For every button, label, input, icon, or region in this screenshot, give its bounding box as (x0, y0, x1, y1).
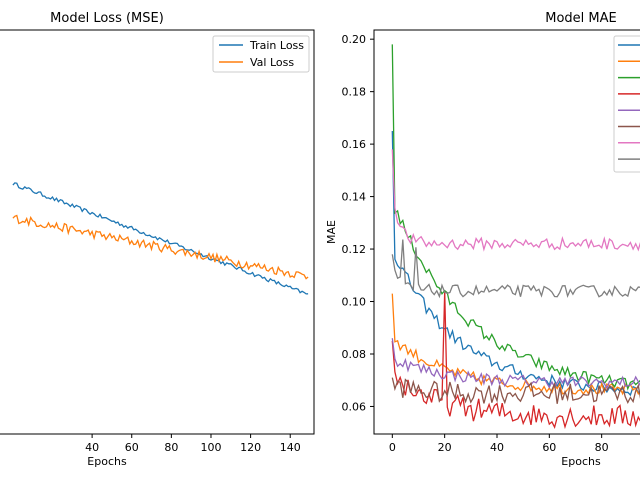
mae-y-tick-label: 0.18 (342, 86, 367, 99)
mae-y-label: MAE (325, 220, 338, 244)
mae-y-ticks: 0.06 0.08 0.10 0.12 0.14 0.16 0.18 0.20 (342, 33, 374, 413)
mae-lines (391, 44, 640, 430)
mae-x-label: Epochs (561, 455, 601, 468)
mae-y-tick-label: 0.14 (342, 191, 367, 204)
loss-chart-title: Model Loss (MSE) (50, 11, 164, 26)
mae-series-7 (391, 149, 640, 252)
mae-series-3 (391, 44, 640, 391)
mae-chart-title: Model MAE (545, 11, 617, 26)
mae-legend-box (613, 35, 640, 173)
mae-y-tick-label: 0.08 (342, 348, 367, 361)
mae-y-tick-label: 0.16 (342, 138, 367, 151)
mae-x-tick-label: 80 (595, 441, 609, 454)
loss-x-tick-label: 100 (200, 441, 221, 454)
loss-series-train (12, 182, 309, 295)
loss-chart: Model Loss (MSE) 40 60 80 100 120 140 Epochs … (0, 11, 315, 468)
loss-x-tick-label: 140 (280, 441, 301, 454)
mae-chart: Model MAE 0 20 40 60 80 0.06 0.08 0.10 0.12 0.14… (325, 11, 640, 468)
loss-x-label: Epochs (87, 455, 127, 468)
mae-series-6 (391, 377, 640, 405)
mae-x-tick-label: 60 (542, 441, 556, 454)
mae-series-2 (391, 293, 640, 396)
mae-x-tick-label: 40 (490, 441, 504, 454)
mae-legend (613, 35, 640, 173)
loss-x-ticks: 40 60 80 100 120 140 (85, 434, 301, 454)
loss-x-tick-label: 40 (85, 441, 99, 454)
mae-plot-frame (373, 29, 640, 435)
mae-series-4 (391, 290, 640, 430)
mae-y-tick-label: 0.10 (342, 296, 367, 309)
mae-x-tick-label: 20 (438, 441, 452, 454)
loss-x-tick-label: 60 (125, 441, 139, 454)
loss-series-val (12, 214, 309, 280)
loss-x-tick-label: 80 (164, 441, 178, 454)
loss-plot-frame (0, 29, 315, 435)
legend-val-loss: Val Loss (250, 56, 294, 69)
mae-series-5 (391, 338, 640, 390)
loss-x-tick-label: 120 (240, 441, 261, 454)
loss-legend: Train Loss Val Loss (212, 35, 310, 73)
mae-series-1 (391, 130, 640, 397)
legend-train-loss: Train Loss (249, 39, 304, 52)
mae-y-tick-label: 0.12 (342, 243, 367, 256)
mae-y-tick-label: 0.20 (342, 33, 367, 46)
mae-series-8 (391, 239, 640, 299)
loss-lines (12, 182, 309, 295)
mae-x-tick-label: 0 (389, 441, 396, 454)
mae-y-tick-label: 0.06 (342, 400, 367, 413)
mae-x-ticks: 0 20 40 60 80 (389, 434, 609, 454)
